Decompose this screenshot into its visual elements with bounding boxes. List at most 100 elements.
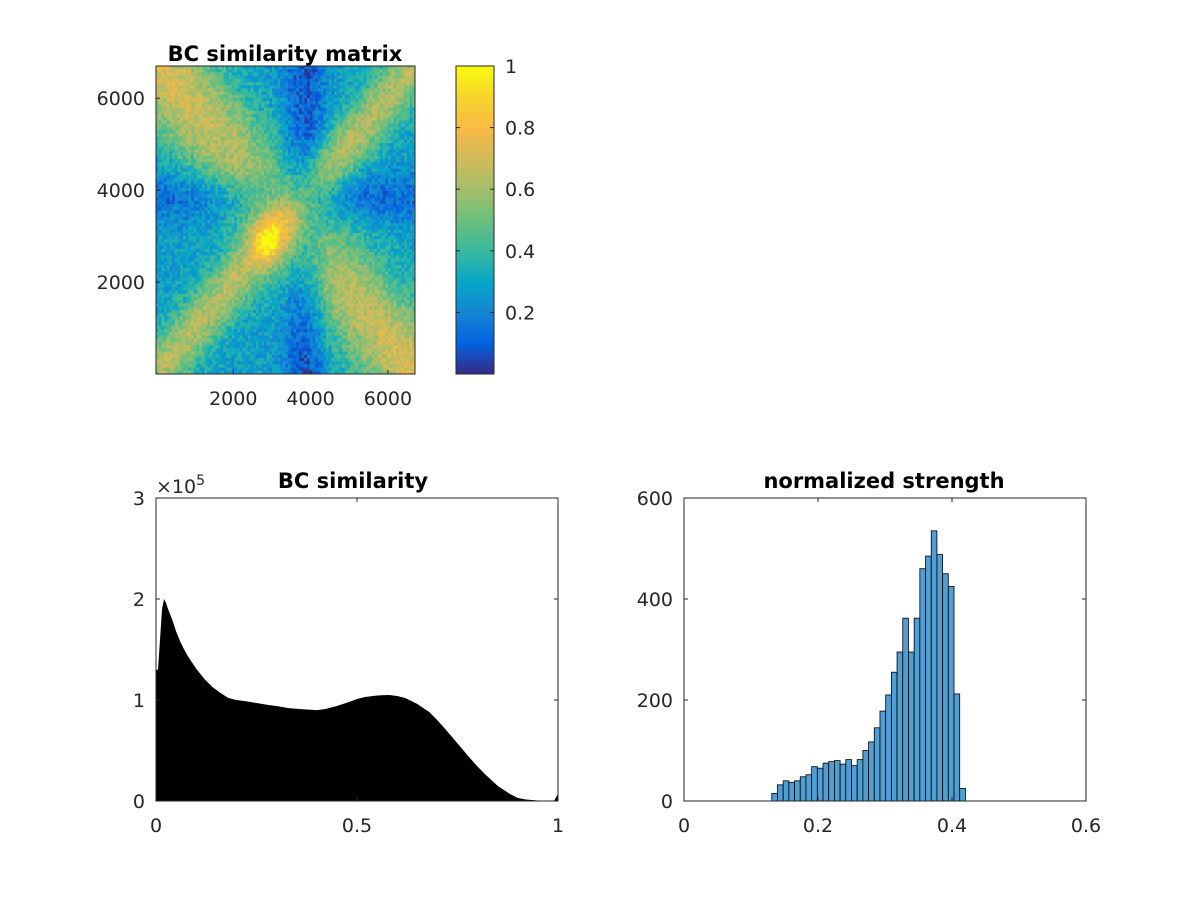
heatmap-cell [344, 101, 349, 106]
heatmap-cell [166, 197, 171, 202]
heatmap-cell [199, 229, 203, 234]
heatmap-cell [282, 229, 287, 234]
heatmap-cell [339, 98, 343, 102]
heatmap-cell [304, 197, 308, 202]
heatmap-cell [156, 143, 160, 147]
heatmap-cell [409, 136, 413, 141]
heatmap-cell [215, 72, 219, 77]
heatmap-cell [207, 104, 211, 109]
heatmap-cell [253, 226, 257, 231]
heatmap-cell [172, 120, 176, 125]
heatmap-cell [347, 223, 351, 228]
heatmap-cell [228, 133, 233, 138]
heatmap-cell [255, 187, 260, 192]
heatmap-cell [369, 146, 373, 151]
heatmap-cell [404, 220, 408, 224]
heatmap-cell [363, 72, 368, 77]
heatmap-cell [242, 149, 246, 154]
heatmap-cell [285, 120, 289, 125]
heatmap-cell [231, 216, 235, 221]
heatmap-cell [304, 85, 308, 90]
heatmap-cell [161, 187, 165, 192]
heatmap-cell [363, 159, 368, 163]
heatmap-cell [336, 78, 341, 83]
heatmap-cell [385, 168, 389, 173]
heatmap-cell [328, 69, 332, 74]
heatmap-cell [369, 178, 373, 183]
heatmap-cell [280, 162, 284, 167]
heatmap-cell [234, 104, 238, 109]
heatmap-cell [277, 152, 281, 157]
heatmap-cell [193, 223, 198, 228]
heatmap-cell [412, 143, 415, 147]
heatmap-cell [223, 200, 227, 205]
heatmap-cell [274, 216, 279, 221]
heatmap-cell [199, 159, 203, 163]
heatmap-cell [379, 123, 384, 128]
heatmap-cell [393, 88, 397, 93]
heatmap-cell [396, 203, 400, 208]
heatmap-cell [253, 187, 257, 192]
heatmap-cell [269, 216, 273, 221]
heatmap-cell [204, 207, 208, 211]
heatmap-cell [323, 66, 327, 70]
heatmap-cell [347, 149, 351, 154]
heatmap-cell [296, 152, 300, 157]
heatmap-cell [207, 203, 211, 208]
heatmap-cell [301, 72, 305, 77]
heatmap-cell [288, 123, 292, 128]
heatmap-cell [342, 171, 346, 176]
heatmap-cell [161, 66, 165, 70]
heatmap-cell [191, 143, 195, 147]
heatmap-cell [374, 126, 378, 131]
heatmap-cell [245, 213, 249, 218]
heatmap-cell [288, 107, 292, 112]
heatmap-cell [355, 194, 359, 199]
heatmap-cell [269, 136, 273, 141]
heatmap-cell [331, 146, 335, 151]
heatmap-cell [272, 187, 276, 192]
heatmap-cell [193, 72, 198, 77]
heatmap-cell [204, 152, 208, 157]
heatmap-cell [325, 126, 330, 131]
heatmap-cell [320, 85, 324, 90]
heatmap-cell [280, 139, 284, 144]
heatmap-cell [212, 110, 216, 115]
heatmap-cell [334, 130, 338, 134]
heatmap-cell [280, 220, 284, 224]
heatmap-cell [253, 88, 257, 93]
heatmap-cell [307, 207, 311, 211]
heatmap-cell [336, 165, 341, 170]
heatmap-cell [156, 159, 160, 163]
heatmap-cell [193, 139, 198, 144]
heatmap-cell [412, 149, 415, 154]
heatmap-cell [255, 69, 260, 74]
heatmap-cell [226, 223, 230, 228]
heatmap-cell [290, 178, 295, 183]
heatmap-cell [282, 72, 287, 77]
heatmap-cell [247, 165, 252, 170]
heatmap-cell [334, 91, 338, 96]
heatmap-cell [263, 110, 268, 115]
heatmap-cell [204, 82, 208, 86]
heatmap-cell [266, 149, 270, 154]
heatmap-cell [166, 139, 171, 144]
heatmap-cell [347, 226, 351, 231]
heatmap-cell [272, 159, 276, 163]
heatmap-cell [388, 155, 392, 160]
heatmap-cell [339, 165, 343, 170]
heatmap-cell [277, 200, 281, 205]
heatmap-cell [180, 178, 184, 183]
heatmap-cell [323, 207, 327, 211]
heatmap-cell [396, 155, 400, 160]
heatmap-cell [290, 88, 295, 93]
heatmap-cell [307, 136, 311, 141]
heatmap-cell [245, 223, 249, 228]
heatmap-cell [350, 216, 354, 221]
heatmap-cell [253, 178, 257, 183]
heatmap-cell [231, 82, 235, 86]
heatmap-cell [312, 203, 316, 208]
heatmap-cell [196, 187, 200, 192]
heatmap-cell [199, 139, 203, 144]
heatmap-cell [218, 152, 222, 157]
